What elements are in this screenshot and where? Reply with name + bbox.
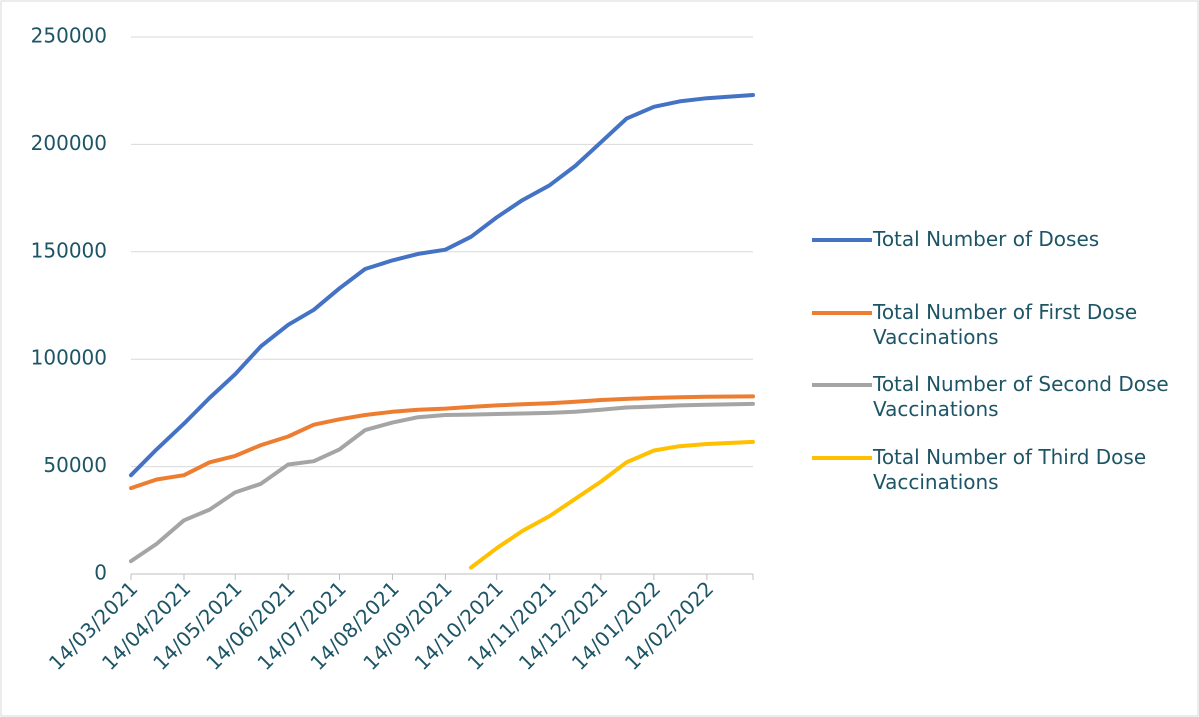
series-line [469,439,755,570]
y-tick-label: 100000 [31,346,107,370]
legend-label: Total Number of Second Dose Vaccinations [873,372,1169,421]
legend-swatch [812,456,872,460]
legend-label: Total Number of Third Dose Vaccinations [873,445,1147,494]
legend-item: Total Number of First Dose Vaccinations [812,300,1142,350]
y-tick-label: 200000 [31,131,107,155]
legend-swatch [812,383,872,387]
series-line [129,93,755,478]
y-tick-label: 250000 [31,24,107,48]
series-line [129,401,755,564]
legend-item: Total Number of Doses [812,227,1142,252]
legend-item: Total Number of Second Dose Vaccinations [812,372,1169,422]
legend-item: Total Number of Third Dose Vaccinations [812,445,1146,495]
y-tick-label: 150000 [31,238,107,262]
legend-label: Total Number of First Dose Vaccinations [873,300,1138,349]
y-tick-label: 0 [94,561,107,585]
legend-swatch [812,311,872,315]
legend-swatch [812,238,872,242]
y-tick-label: 50000 [43,453,107,477]
series-line [129,394,755,491]
legend-label: Total Number of Doses [873,227,1100,251]
